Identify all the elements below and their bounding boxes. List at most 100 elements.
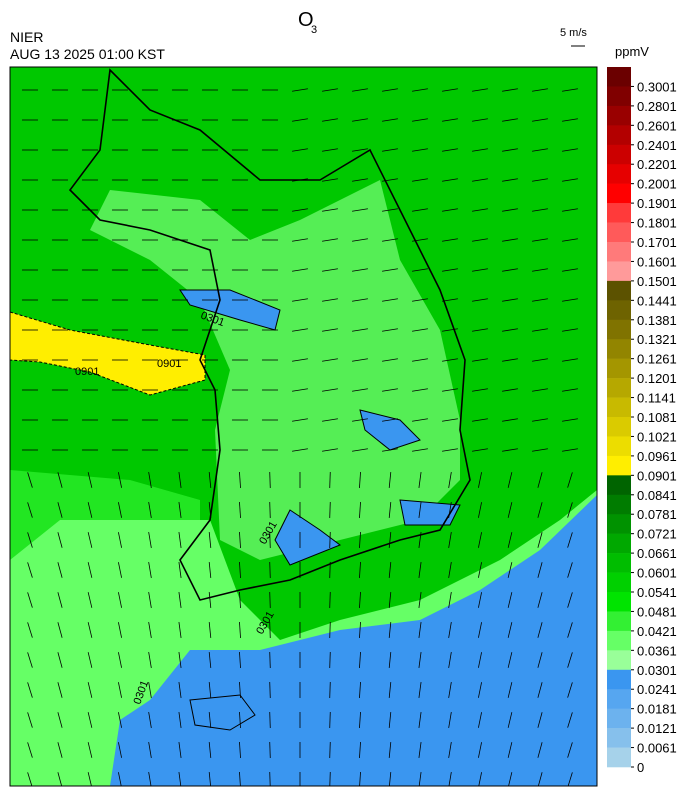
wind-arrow — [87, 742, 93, 758]
wind-arrow — [388, 532, 392, 548]
wind-arrow — [532, 148, 548, 152]
wind-arrow — [359, 621, 361, 639]
wind-arrow — [562, 418, 578, 422]
wind-arrow — [359, 741, 361, 759]
wind-arrow — [87, 562, 93, 578]
wind-arrow — [567, 742, 573, 758]
wind-arrow — [418, 562, 422, 578]
wind-arrow — [388, 562, 392, 578]
wind-arrow — [87, 472, 93, 488]
colorbar-box — [607, 689, 631, 709]
wind-arrow — [382, 118, 398, 122]
wind-arrow — [448, 562, 452, 578]
wind-arrow — [382, 418, 398, 422]
wind-arrow — [359, 561, 361, 579]
wind-arrow — [388, 652, 392, 668]
field — [10, 311, 206, 396]
wind-arrow — [269, 651, 271, 669]
wind-arrow — [359, 711, 361, 729]
wind-arrow — [208, 652, 212, 668]
wind-arrow — [448, 772, 452, 786]
wind-arrow — [472, 208, 488, 212]
wind-arrow — [388, 622, 392, 638]
wind-arrow — [562, 448, 578, 452]
wind-arrow — [418, 682, 422, 698]
wind-arrows — [22, 88, 578, 786]
wind-arrow — [322, 88, 338, 92]
wind-arrow — [292, 448, 308, 452]
wind-arrow — [382, 178, 398, 182]
wind-arrow — [567, 682, 573, 698]
wind-arrow — [269, 471, 271, 489]
wind-arrow — [118, 682, 122, 698]
wind-arrow — [567, 562, 573, 578]
wind-arrow — [208, 772, 212, 786]
wind-arrow — [502, 148, 518, 152]
colorbar-box — [607, 650, 631, 671]
wind-arrow — [532, 268, 548, 272]
colorbar-label: 0.0901 — [637, 468, 677, 483]
colorbar-label: 0.0781 — [637, 507, 677, 522]
wind-arrow — [292, 118, 308, 122]
contour-label: 0901 — [157, 358, 181, 370]
wind-arrow — [472, 118, 488, 122]
wind-arrow — [148, 502, 152, 518]
wind-arrow — [352, 208, 368, 212]
wind-arrow — [448, 502, 452, 518]
wind-arrow — [562, 358, 578, 362]
wind-arrow — [269, 501, 271, 519]
wind-arrow — [322, 328, 338, 332]
wind-arrow — [507, 562, 513, 578]
wind-arrow — [448, 712, 452, 728]
wind-arrow — [352, 358, 368, 362]
wind-arrow — [502, 238, 518, 242]
wind-arrow — [359, 591, 361, 609]
wind-arrow — [562, 178, 578, 182]
wind-arrow — [148, 592, 152, 608]
wind-arrow — [359, 501, 361, 519]
wind-arrow — [27, 472, 33, 488]
wind-arrow — [292, 388, 308, 392]
wind-arrow — [57, 622, 63, 638]
wind-arrow — [27, 712, 33, 728]
wind-arrow — [208, 622, 212, 638]
wind-arrow — [537, 652, 543, 668]
wind-arrow — [507, 682, 513, 698]
datetime: AUG 13 2025 01:00 KST — [10, 46, 165, 62]
wind-arrow — [442, 88, 458, 92]
wind-arrow — [148, 772, 152, 786]
wind-arrow — [178, 772, 182, 786]
wind-arrow — [567, 502, 573, 518]
wind-arrow — [118, 592, 122, 608]
wind-arrow — [537, 592, 543, 608]
wind-arrow — [27, 772, 33, 786]
wind-arrow — [322, 448, 338, 452]
wind-arrow — [537, 622, 543, 638]
wind-arrow — [148, 562, 152, 578]
wind-arrow — [239, 591, 241, 609]
wind-arrow — [118, 742, 122, 758]
colorbar-label: 0.0601 — [637, 566, 677, 581]
wind-arrow — [322, 418, 338, 422]
wind-arrow — [178, 472, 182, 488]
wind-arrow — [352, 298, 368, 302]
wind-arrow — [27, 562, 33, 578]
colorbar-box — [607, 494, 631, 515]
wind-arrow — [532, 208, 548, 212]
wind-arrow — [148, 682, 152, 698]
wind-arrow — [478, 712, 482, 728]
wind-arrow — [269, 561, 271, 579]
colorbar-label: 0.1501 — [637, 274, 677, 289]
wind-arrow — [472, 328, 488, 332]
colorbar-label: 0.0121 — [637, 721, 677, 736]
wind-arrow — [567, 712, 573, 728]
colorbar-label: 0 — [637, 760, 644, 775]
wind-arrow — [178, 532, 182, 548]
wind-arrow — [118, 532, 122, 548]
wind-arrow — [472, 448, 488, 452]
wind-arrow — [329, 651, 331, 669]
colorbar-box — [607, 261, 631, 282]
wind-arrow — [448, 682, 452, 698]
wind-arrow — [87, 502, 93, 518]
wind-arrow — [412, 388, 428, 392]
